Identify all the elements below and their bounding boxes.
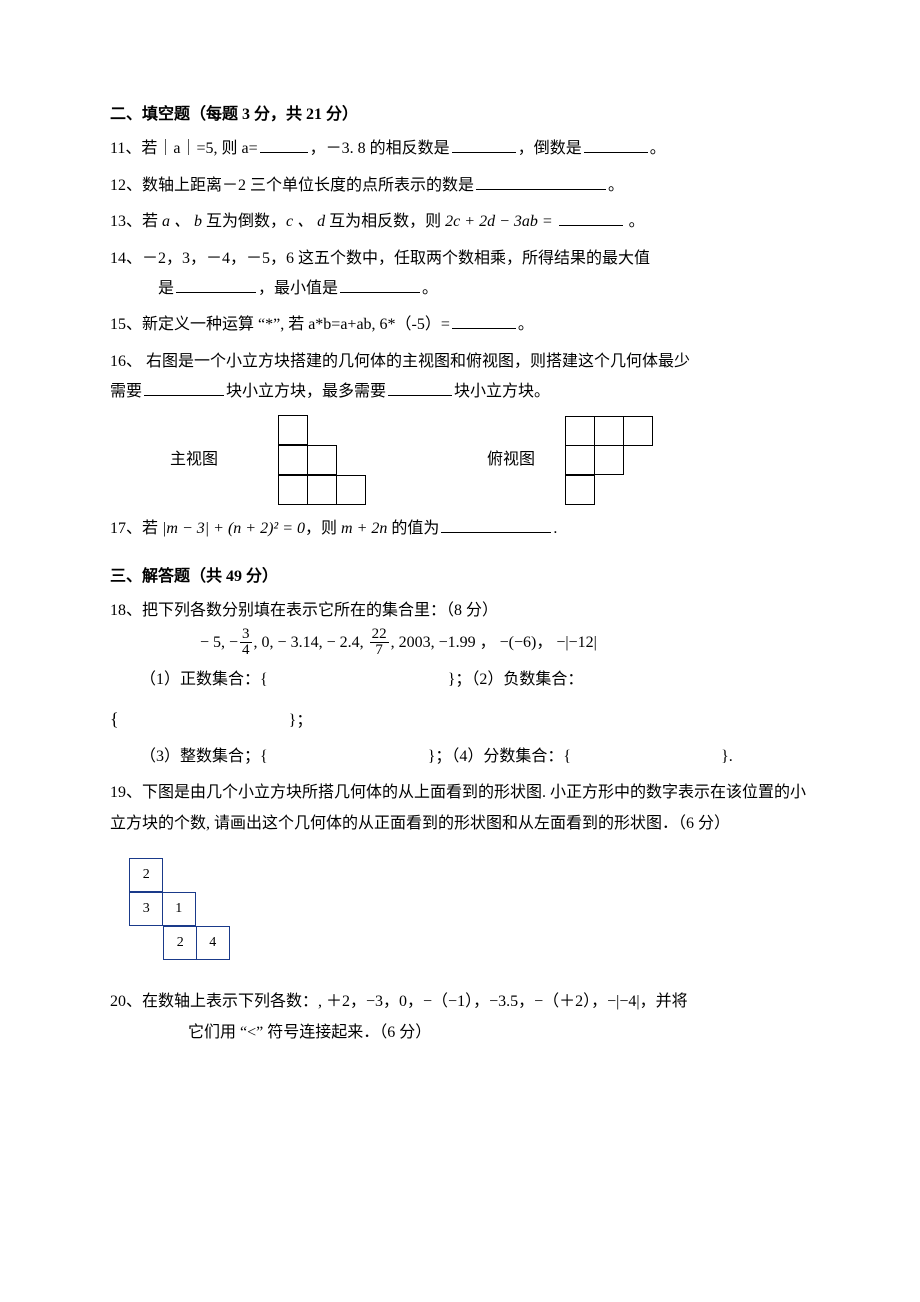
q15-pre: 15、新定义一种运算 “*”, 若 a*b=a+ab, 6*（-5）= [110, 316, 450, 333]
q19-cell: 2 [129, 858, 163, 892]
q16-line1: 16、 右图是一个小立方块搭建的几何体的主视图和俯视图，则搭建这个几何体最少 [110, 347, 810, 377]
blank[interactable] [340, 276, 420, 293]
q17-expr2: m + 2n [341, 520, 387, 537]
blank[interactable] [260, 136, 308, 153]
q19-text: 19、下图是由几个小立方块所搭几何体的从上面看到的形状图. 小正方形中的数字表示… [110, 778, 810, 839]
q11: 11、若｜a｜=5, 则 a= ，－3. 8 的相反数是 ，倒数是 。 [110, 134, 810, 164]
q17: 17、若 |m − 3| + (n + 2)² = 0，则 m + 2n 的值为… [110, 514, 810, 544]
q13-cd: c 、 d [286, 213, 325, 230]
q14: 14、－2，3，－4，－5，6 这五个数中，任取两个数相乘，所得结果的最大值 是… [110, 244, 810, 305]
q16-line2pre: 需要 [110, 383, 142, 400]
q18-line1: 18、把下列各数分别填在表示它所在的集合里：（8 分） [110, 596, 810, 626]
set3-label: （3）整数集合；{ [140, 748, 268, 765]
q17-mid: ，则 [305, 520, 341, 537]
q17-expr: |m − 3| + (n + 2)² = 0 [162, 520, 305, 537]
q11-mid2: ，倒数是 [518, 140, 582, 157]
q18-num-mid: , 0, − 3.14, − 2.4, [254, 634, 368, 651]
set1-label: （1）正数集合：{ [140, 671, 268, 688]
q19-cell: 1 [162, 892, 196, 926]
q14-end: 。 [422, 280, 438, 297]
q19-grid: 23124 [130, 859, 231, 961]
q16-end: 块小立方块。 [454, 383, 550, 400]
frac1-d: 4 [240, 643, 252, 659]
q19-cell: 2 [163, 926, 197, 960]
q18-numbers: − 5, −34, 0, − 3.14, − 2.4, 227, 2003, −… [200, 627, 810, 660]
section2-title: 二、填空题（每题 3 分，共 21 分） [110, 100, 810, 130]
q11-mid: ，－3. 8 的相反数是 [310, 140, 450, 157]
set1-close: }； [448, 671, 472, 688]
q13-pre: 13、若 [110, 213, 162, 230]
q13-mid2: 互为相反数，则 [325, 213, 445, 230]
q17-pre: 17、若 [110, 520, 162, 537]
q17-post: 的值为 [387, 520, 439, 537]
q15-end: 。 [518, 316, 534, 333]
front-view-label: 主视图 [170, 445, 218, 475]
blank[interactable] [144, 379, 224, 396]
q20: 20、在数轴上表示下列各数：, ＋2，−3，0，−（−1），−3.5，−（＋2）… [110, 987, 810, 1048]
q13: 13、若 a 、 b 互为倒数，c 、 d 互为相反数，则 2c + 2d − … [110, 207, 810, 237]
q20-line2: 它们用 “<” 符号连接起来．（6 分） [188, 1018, 810, 1048]
set2-open: { [110, 709, 119, 729]
blank[interactable] [176, 276, 256, 293]
q19: 19、下图是由几个小立方块所搭几何体的从上面看到的形状图. 小正方形中的数字表示… [110, 778, 810, 981]
q20-line1: 20、在数轴上表示下列各数：, ＋2，−3，0，−（−1），−3.5，−（＋2）… [110, 987, 810, 1017]
top-view-grid [565, 416, 654, 505]
frac2-n: 22 [370, 627, 389, 644]
blank[interactable] [388, 379, 452, 396]
q13-mid1: 互为倒数， [202, 213, 286, 230]
q12: 12、数轴上距离－2 三个单位长度的点所表示的数是 。 [110, 171, 810, 201]
blank[interactable] [559, 209, 623, 226]
set2-close: }； [289, 712, 313, 729]
q14-mid: ，最小值是 [258, 280, 338, 297]
q13-expr: 2c + 2d − 3ab = [445, 213, 553, 230]
frac1-n: 3 [240, 627, 252, 644]
q17-end: . [553, 520, 557, 537]
blank[interactable] [452, 312, 516, 329]
q12-pre: 12、数轴上距离－2 三个单位长度的点所表示的数是 [110, 177, 474, 194]
front-view-grid [248, 416, 367, 506]
q19-cell: 4 [196, 926, 230, 960]
blank[interactable] [476, 173, 606, 190]
set3-close: }； [428, 748, 452, 765]
blank[interactable] [452, 136, 516, 153]
q13-end: 。 [625, 213, 645, 230]
q14-line1: 14、－2，3，－4，－5，6 这五个数中，任取两个数相乘，所得结果的最大值 [110, 244, 810, 274]
q14-line2pre: 是 [158, 280, 174, 297]
frac2-d: 7 [370, 643, 389, 659]
set2-label: （2）负数集合： [471, 671, 583, 688]
q13-ab: a 、 b [162, 213, 202, 230]
q18-num-post: , 2003, −1.99 ， −(−6)， −|−12| [391, 634, 597, 651]
q16: 16、 右图是一个小立方块搭建的几何体的主视图和俯视图，则搭建这个几何体最少 需… [110, 347, 810, 506]
section3-title: 三、解答题（共 49 分） [110, 562, 810, 592]
q16-diagrams: 主视图 俯视图 [170, 416, 810, 506]
set4-close: }. [721, 748, 733, 765]
q18-num-pre: − 5, − [200, 634, 238, 651]
top-view-label: 俯视图 [487, 445, 535, 475]
q18: 18、把下列各数分别填在表示它所在的集合里：（8 分） − 5, −34, 0,… [110, 596, 810, 772]
q19-cell: 3 [129, 892, 163, 926]
blank[interactable] [441, 516, 551, 533]
q15: 15、新定义一种运算 “*”, 若 a*b=a+ab, 6*（-5）= 。 [110, 310, 810, 340]
q16-mid: 块小立方块，最多需要 [226, 383, 386, 400]
q12-end: 。 [608, 177, 624, 194]
blank[interactable] [584, 136, 648, 153]
q11-pre: 11、若｜a｜=5, 则 a= [110, 140, 258, 157]
q11-end: 。 [650, 140, 666, 157]
set4-label: （4）分数集合：{ [451, 748, 571, 765]
